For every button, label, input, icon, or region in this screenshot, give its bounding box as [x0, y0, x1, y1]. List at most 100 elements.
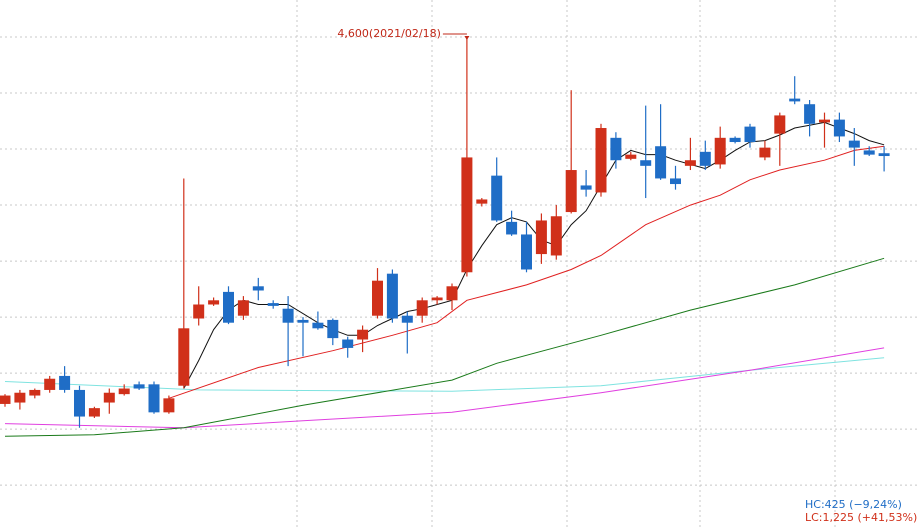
candle-body [237, 300, 249, 316]
lc-label: LC:1,225 (+41,53%) [805, 511, 917, 524]
candle [342, 336, 354, 358]
candle [506, 210, 518, 236]
ma-line [4, 257, 885, 437]
candle-body [610, 137, 622, 161]
candle-body [744, 126, 756, 143]
candle-body [178, 328, 190, 386]
candle-body [461, 157, 473, 273]
candle-body [223, 291, 234, 323]
candle [267, 300, 279, 309]
candle [535, 213, 547, 264]
candle [819, 112, 830, 148]
annotation-arrow [464, 35, 470, 40]
candle-body [848, 140, 860, 148]
candle [714, 126, 726, 169]
candle-body [88, 408, 100, 417]
ma-line [183, 121, 885, 389]
candle [178, 178, 190, 389]
candle-body [670, 178, 681, 185]
candle-body [684, 160, 696, 166]
candle-body [431, 297, 443, 301]
candle [565, 90, 577, 214]
candle [684, 137, 696, 171]
candle-body [625, 154, 637, 159]
candle [372, 268, 383, 319]
candle [401, 311, 413, 354]
candle-body [506, 221, 518, 235]
vertical-grid [296, 0, 836, 530]
candle [759, 140, 771, 161]
candle-body [252, 286, 264, 291]
candle [804, 100, 816, 137]
candle [193, 286, 205, 326]
candle [14, 389, 26, 410]
candle-body [416, 300, 428, 316]
candle-body [267, 303, 279, 306]
candle-body [312, 322, 324, 329]
annotation: 4,600(2021/02/18) [337, 27, 440, 40]
candle [729, 136, 741, 144]
candle [580, 170, 592, 197]
candle-body [595, 128, 607, 193]
candle-body [521, 234, 532, 270]
candle [878, 146, 890, 172]
candle-body [74, 389, 85, 417]
candle-body [401, 315, 413, 323]
candle [431, 296, 443, 305]
candle-body [699, 151, 711, 166]
candle-body [103, 392, 115, 403]
candle [833, 112, 845, 143]
candle [297, 317, 309, 357]
candle-body [44, 378, 56, 390]
candle [252, 277, 264, 301]
candle-body [342, 339, 354, 348]
candle [208, 297, 220, 306]
candle [133, 381, 145, 390]
candle [446, 283, 458, 311]
candle [282, 296, 294, 367]
candle-body [29, 389, 41, 396]
candle [386, 269, 398, 323]
candle [148, 381, 160, 414]
candle [416, 297, 428, 323]
candle [595, 123, 607, 197]
candle [74, 385, 85, 428]
candle-body [819, 119, 830, 123]
candle-body [833, 119, 845, 137]
candle-body [163, 398, 175, 413]
candle-body [133, 384, 145, 389]
candle [670, 165, 681, 190]
candle-body [282, 308, 294, 323]
candle-body [118, 388, 130, 395]
candle [774, 112, 786, 166]
candle-body [774, 115, 786, 134]
candle [491, 157, 503, 222]
candle-body [714, 137, 726, 165]
candle [521, 221, 532, 273]
candle-body [640, 160, 652, 166]
candle [640, 105, 652, 199]
candle-body [327, 319, 339, 339]
candle [163, 395, 175, 414]
candle [118, 384, 130, 396]
candle-body [14, 392, 26, 403]
candle [327, 318, 339, 346]
candle-body [580, 185, 592, 190]
candle-body [878, 153, 890, 157]
candle-body [0, 395, 11, 404]
candle-body [357, 329, 369, 340]
candle [44, 375, 56, 393]
ma-line [4, 357, 885, 392]
candle-body [729, 137, 741, 143]
candle [655, 104, 667, 180]
candle [863, 146, 875, 157]
candle-body [759, 147, 771, 158]
candle [237, 296, 249, 320]
candle-body [863, 150, 875, 155]
candle [0, 394, 11, 407]
candle [610, 132, 622, 169]
candle [625, 151, 637, 161]
candle [848, 128, 860, 166]
candle-body [655, 146, 667, 179]
